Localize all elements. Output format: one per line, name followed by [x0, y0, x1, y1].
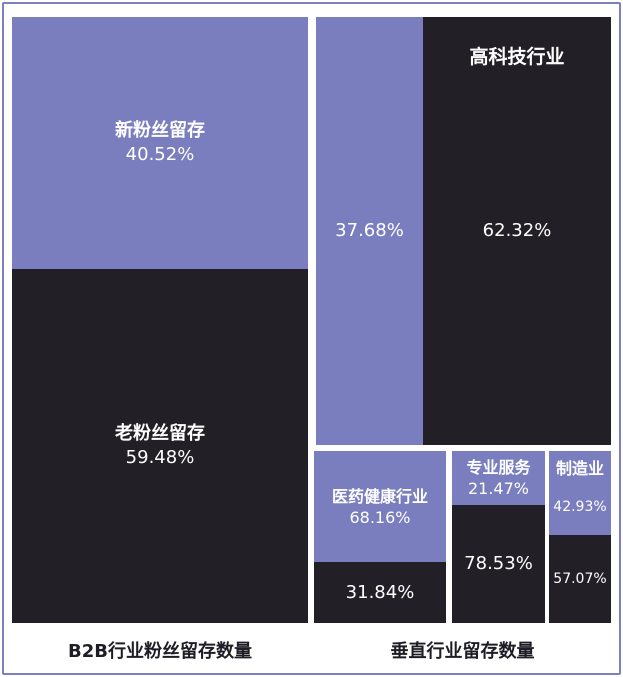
cell-value: 57.07%	[553, 571, 607, 587]
cell-new-fans: 新粉丝留存 40.52%	[12, 17, 308, 269]
segment-title-pharma: 医药健康行业	[331, 486, 428, 506]
cell-mfg-b: 57.07%	[549, 535, 611, 623]
cell-value: 31.84%	[345, 581, 415, 603]
cell-value: 21.47%	[467, 479, 529, 498]
segment-title-hightech: 高科技行业	[469, 46, 565, 68]
cell-label: 新粉丝留存	[115, 120, 205, 141]
cell-label: 老粉丝留存	[115, 423, 205, 444]
cell-services-a: 专业服务 21.47%	[452, 451, 545, 505]
cell-services-b: 78.53%	[452, 505, 545, 623]
segment-title-mfg: 制造业	[555, 459, 604, 478]
cell-value: 78.53%	[464, 553, 533, 574]
cell-value: 40.52%	[125, 144, 195, 165]
cell-value: 42.93%	[553, 499, 607, 515]
cell-pharma-a: 医药健康行业 68.16%	[314, 451, 446, 562]
cell-pharma-b: 31.84%	[314, 562, 446, 623]
cell-old-fans: 老粉丝留存 59.48%	[12, 269, 308, 623]
cell-hightech-b: 62.32%	[423, 17, 611, 445]
cell-value: 68.16%	[349, 507, 411, 527]
cell-value: 62.32%	[482, 220, 552, 241]
cell-hightech-a: 37.68%	[316, 17, 423, 445]
group-label-b2b: B2B行业粉丝留存数量	[68, 641, 252, 662]
cell-mfg-a: 制造业 42.93%	[549, 451, 611, 535]
group-label-vertical: 垂直行业留存数量	[390, 641, 535, 662]
segment-title-services: 专业服务	[466, 458, 531, 477]
cell-value: 59.48%	[125, 447, 195, 468]
cell-value: 37.68%	[335, 220, 404, 241]
